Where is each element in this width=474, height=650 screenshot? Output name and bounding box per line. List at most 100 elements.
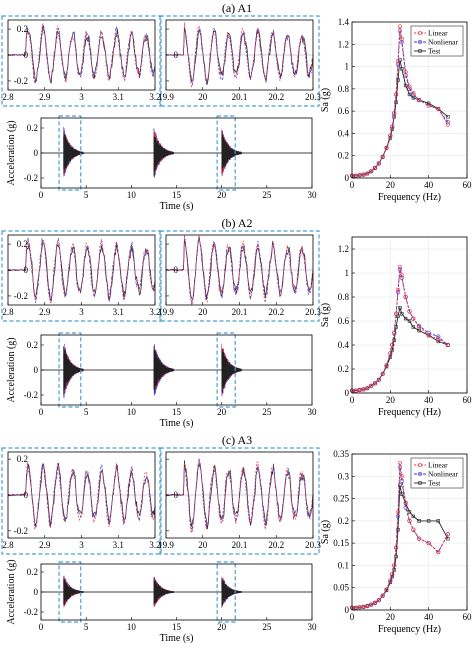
spectrum-linear-line <box>352 462 449 609</box>
spectrum-linear-point <box>384 587 389 592</box>
spectrum-test-point <box>436 339 440 344</box>
spectrum-linear-point <box>376 377 381 382</box>
y-tick-label: 0 <box>24 490 29 500</box>
x-tick-label: 40 <box>424 395 434 405</box>
spectrum-test-point <box>411 325 416 329</box>
spectrum-linear-point <box>384 363 389 368</box>
x-tick-label: 20 <box>386 612 396 622</box>
spectrum-test-point <box>369 602 373 607</box>
zoom-region-box <box>58 561 82 623</box>
spectrum-linear-point <box>397 460 403 466</box>
spectrum-test-point <box>417 519 421 523</box>
x-tick-label: 30 <box>308 190 318 200</box>
y-tick-label: 0 <box>34 365 39 375</box>
x-tick-label: 3 <box>79 92 84 102</box>
y-tick-label: 0.6 <box>338 106 350 116</box>
spectrum-linear-point <box>369 169 374 174</box>
x-tick-label: 25 <box>262 622 272 632</box>
spectrum-linear-point <box>380 593 385 598</box>
x-tick-label: 5 <box>84 622 89 632</box>
y-tick-label: 0.2 <box>17 454 28 464</box>
series-test-line <box>7 24 156 84</box>
spectrum-test-point <box>373 601 377 605</box>
y-axis-label: Acceleration (g) <box>6 337 17 402</box>
overview-nonlinear-trace <box>63 126 242 178</box>
legend-entry: Nonlienar <box>428 38 458 47</box>
spectrum-test-point <box>407 92 412 97</box>
x-tick-label: 40 <box>424 612 434 622</box>
legend-marker <box>417 471 423 477</box>
spectrum-linear-point <box>388 133 393 138</box>
x-tick-label: 20.3 <box>305 540 321 550</box>
spectrum-linear-point <box>426 103 431 108</box>
x-tick-label: 0 <box>39 622 44 632</box>
legend-entry: Linear <box>428 29 448 38</box>
legend-marker <box>418 481 422 485</box>
x-tick-label: 60 <box>463 180 473 190</box>
spectrum-linear-point <box>411 316 416 321</box>
spectrum-nonlinear-point <box>403 505 408 510</box>
zoom1-outline <box>1 15 162 107</box>
spectrum-linear-point <box>411 527 416 532</box>
spectrum-nonlinear-line <box>352 269 449 392</box>
x-tick-label: 10 <box>127 622 137 632</box>
y-tick-label: 0.4 <box>338 128 350 138</box>
y-tick-label: 0 <box>24 265 29 275</box>
spectrum-linear-point <box>397 264 403 270</box>
spectrum-linear-point <box>445 342 450 348</box>
legend-entry: Linear <box>428 461 448 470</box>
spectrum-linear-point <box>436 106 441 112</box>
series-nonlinear-line <box>165 27 314 86</box>
x-tick-label: 3 <box>79 307 84 317</box>
overview-nonlinear-trace <box>63 343 242 399</box>
y-tick-label: 0 <box>345 173 350 183</box>
spectrum-linear-point <box>399 36 404 41</box>
x-tick-label: 20 <box>198 92 208 102</box>
y-tick-label: 0.2 <box>338 364 349 374</box>
legend-marker <box>418 49 422 53</box>
y-tick-label: 0.2 <box>17 239 28 249</box>
x-tick-label: 20 <box>217 190 227 200</box>
spectrum-linear-point <box>388 578 393 583</box>
y-tick-label: 0 <box>345 605 350 615</box>
x-tick-label: 0 <box>39 407 44 417</box>
spectrum-linear-point <box>392 330 397 336</box>
x-axis-label: Time (s) <box>160 633 194 644</box>
x-tick-label: 60 <box>463 612 473 622</box>
spectrum-test-point <box>417 328 421 333</box>
spectrum-test-point <box>417 98 421 102</box>
spectrum-linear-point <box>357 387 362 393</box>
overview-linear-trace <box>63 343 242 396</box>
y-tick-label: -0.2 <box>24 607 38 617</box>
spectrum-test-point <box>403 316 408 321</box>
x-tick-label: 20 <box>386 395 396 405</box>
x-tick-label: 0 <box>350 180 355 190</box>
spectrum-linear-point <box>384 145 389 151</box>
y-tick-label: 0.8 <box>338 292 350 302</box>
x-tick-label: 19.9 <box>158 540 174 550</box>
x-tick-label: 3.1 <box>113 92 124 102</box>
spectrum-linear-point <box>395 509 401 515</box>
x-tick-label: 20 <box>217 407 227 417</box>
x-tick-label: 2.8 <box>2 307 14 317</box>
y-tick-label: 0.2 <box>338 151 349 161</box>
spectrum-test-point <box>400 67 404 71</box>
spectrum-linear-point <box>416 324 422 330</box>
spectrum-axes <box>351 236 468 394</box>
zoom-region-box <box>58 115 82 191</box>
spectrum-linear-point <box>395 58 401 64</box>
zoom-region-box <box>216 332 236 408</box>
spectrum-linear-point <box>407 84 412 89</box>
y-tick-label: 1 <box>345 268 350 278</box>
spectrum-linear-point <box>369 602 374 607</box>
x-tick-label: 3 <box>79 540 84 550</box>
spectrum-linear-point <box>407 518 412 523</box>
spectrum-test-point <box>426 519 431 523</box>
y-tick-label: 0 <box>174 50 179 60</box>
y-tick-label: 0 <box>24 50 29 60</box>
x-tick-label: 3.1 <box>113 307 124 317</box>
spectrum-linear-point <box>403 70 408 75</box>
x-tick-label: 2.9 <box>39 307 51 317</box>
panel-title: (b) A2 <box>222 216 253 230</box>
